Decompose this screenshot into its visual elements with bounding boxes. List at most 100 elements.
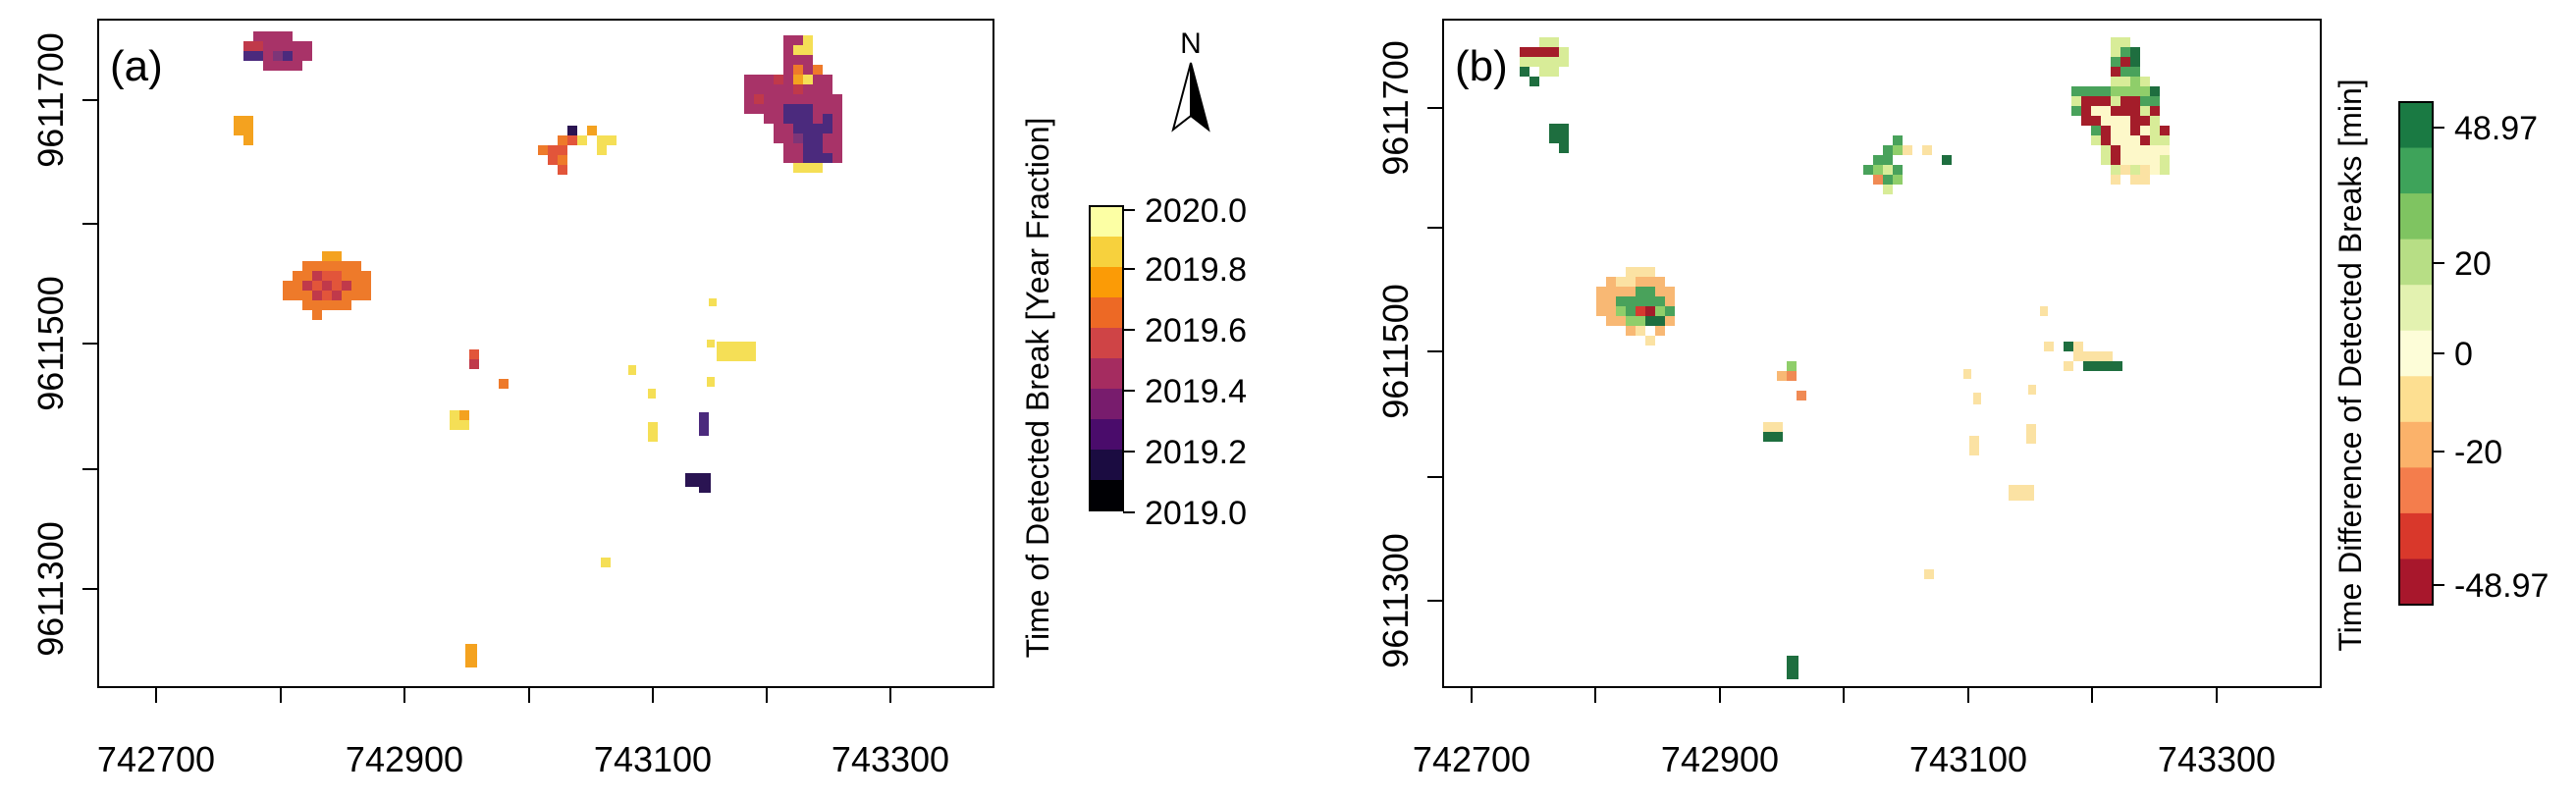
patch-se-yellow-cell — [726, 342, 736, 351]
patch-se-yellow-cell — [736, 342, 746, 351]
patch-center-cell — [597, 145, 607, 155]
patch-w-cell — [1606, 316, 1616, 326]
patch-nw-cell — [1530, 77, 1539, 86]
panel-b-colorbar-swatch — [2399, 285, 2433, 332]
patch-ne-cell — [754, 75, 764, 84]
patch-nw-cell — [283, 41, 293, 51]
panel-b-colorbar-title: Time Difference of Detected Breaks [min] — [2333, 79, 2368, 651]
patch-bottom — [465, 644, 477, 667]
patch-w-cell — [351, 281, 361, 291]
patch-w-cell — [1596, 296, 1606, 306]
patch-ne-cell — [803, 65, 813, 75]
patch-s-small-cell — [1787, 361, 1797, 371]
patch-ne-cell — [2091, 106, 2101, 116]
patch-w-cell — [312, 310, 322, 320]
patch-nw-small-cell — [243, 135, 253, 145]
panel-a-plot-area — [97, 19, 994, 688]
patch-ne-cell — [2140, 116, 2150, 126]
patch-nw-small-cell — [243, 126, 253, 135]
patch-center-cell — [1893, 165, 1903, 175]
patch-w-cell — [1645, 277, 1655, 287]
panel-a-x-tick-label-743300: 743300 — [832, 739, 949, 779]
patch-ne-cell — [2120, 126, 2130, 135]
patch-ne-cell — [793, 124, 803, 133]
panel-a-colorbar-tick-label: 2019.8 — [1145, 251, 1247, 289]
patch-w-cell — [1616, 306, 1626, 316]
patch-ne-cell — [2130, 175, 2140, 185]
patch-w-cell — [1655, 296, 1665, 306]
patch-s-yp-cell — [1773, 432, 1783, 442]
patch-w-cell — [1645, 336, 1655, 346]
patch-w-cell — [1606, 296, 1616, 306]
patch-ne-cell — [2130, 135, 2140, 145]
patch-ne-cell — [2120, 155, 2130, 165]
patch-ne-cell — [783, 55, 793, 65]
patch-ne-cell — [783, 114, 793, 124]
patch-center-cell — [607, 135, 617, 145]
patch-ne-cell — [2150, 126, 2160, 135]
patch-ne-cell — [2101, 145, 2111, 155]
patch-nw-cell — [263, 61, 273, 71]
patch-w-cell — [1626, 326, 1636, 336]
patch-se-yellow-cell — [726, 351, 736, 361]
panel-a-x-axis: 742700 742900 743100 743300 — [97, 687, 949, 779]
patch-ne-cell — [2111, 106, 2120, 116]
north-arrow-label: N — [1180, 27, 1202, 60]
patch-ne-cell — [783, 104, 793, 114]
patch-center-cell — [1873, 155, 1883, 165]
patch-nw-dark-cell — [1559, 143, 1569, 153]
panel-b-x-axis: 742700 742900 743100 743300 — [1413, 687, 2276, 779]
patch-ne-cell — [2071, 86, 2081, 96]
patch-w-cell — [361, 291, 371, 300]
panel-b-x-tick-label-742900: 742900 — [1661, 739, 1779, 779]
patch-w-cell — [1645, 316, 1655, 326]
patch-nw-cell — [1530, 47, 1539, 57]
patch-ne-cell — [2160, 165, 2170, 175]
panel-b-colorbar-swatch — [2399, 330, 2433, 377]
patch-ne-cell — [2091, 86, 2101, 96]
patch-ne-cell — [813, 104, 823, 114]
patch-ne-cell — [803, 104, 813, 114]
patch-ne-cell — [2111, 96, 2120, 106]
panel-b-y-tick-label-9611700: 9611700 — [1375, 40, 1416, 175]
patch-nw-cell — [283, 51, 293, 61]
patch-ne-cell — [2130, 57, 2140, 67]
patch-ne-cell — [783, 133, 793, 143]
patch-ne-cell — [2130, 165, 2140, 175]
patch-s-small-cell — [499, 379, 509, 389]
patch-ne-cell — [813, 143, 823, 153]
patch-w-cell — [1665, 306, 1675, 316]
panel-a-y-tick-label-9611700: 9611700 — [30, 32, 71, 167]
patch-se-yellow-cell — [717, 351, 726, 361]
patch-nw-cell — [273, 31, 283, 41]
patch-se-cell — [2064, 342, 2073, 351]
patch-ne-cell — [793, 55, 803, 65]
patch-w-cell — [302, 271, 312, 281]
patch-se-cell — [2083, 361, 2093, 371]
panel-b-x-tick-label-743300: 743300 — [2158, 739, 2276, 779]
patch-ne-cell — [2140, 126, 2150, 135]
patch-ne-cell — [2140, 155, 2150, 165]
patch-nw-cell — [253, 31, 263, 41]
patch-ne-cell — [774, 104, 783, 114]
patch-nw-dark-cell — [1559, 133, 1569, 143]
patch-w-cell — [1655, 326, 1665, 336]
patch-ne-cell — [2071, 106, 2081, 116]
panel-a-colorbar-frame — [1089, 205, 1124, 511]
patch-s-dot — [601, 558, 611, 567]
patch-ne-cell — [803, 133, 813, 143]
patch-ne-cell — [2130, 96, 2140, 106]
patch-ne-cell — [2091, 126, 2101, 135]
patch-center-cell — [1863, 165, 1873, 175]
patch-ne-cell — [2150, 106, 2160, 116]
patch-nw-cell — [1539, 47, 1549, 57]
patch-se-dot — [1963, 369, 1971, 379]
patch-ne-cell — [823, 153, 832, 163]
patch-center-cell — [597, 135, 607, 145]
patch-se-dot — [707, 377, 715, 387]
patch-ne-cell — [2101, 155, 2111, 165]
patch-ne-cell — [832, 153, 842, 163]
panel-b-colorbar-swatch — [2399, 102, 2433, 149]
patch-ne-cell — [2081, 96, 2091, 106]
patch-ne-cell — [764, 75, 774, 84]
